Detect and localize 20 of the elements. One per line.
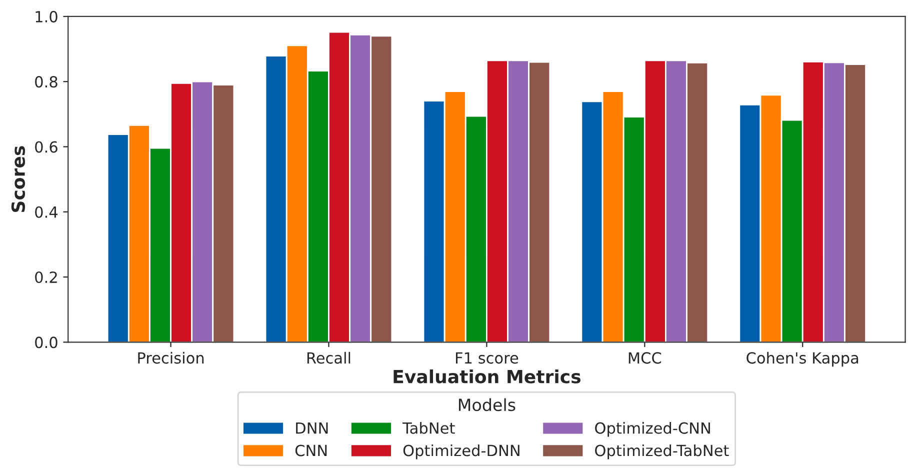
y-tick-label: 0.2 [35, 271, 57, 284]
x-axis-title: Evaluation Metrics [394, 369, 580, 384]
y-tick-label: 0.6 [35, 141, 58, 153]
legend-title: Models [458, 398, 516, 412]
y-axis-title: Scores [11, 146, 26, 212]
x-tick-label: Cohen's Kappa [746, 352, 858, 367]
y-tick-label: 0.8 [35, 76, 58, 88]
legend-label: Optimized-DNN [403, 444, 520, 460]
x-tick-label: MCC [628, 352, 662, 364]
legend-label: TabNet [402, 422, 455, 434]
legend-label: CNN [295, 444, 327, 456]
x-tick-label: F1 score [456, 352, 518, 364]
y-tick-label: 1.0 [36, 10, 58, 22]
x-tick-label: Precision [138, 352, 204, 364]
legend-label: Optimized-TabNet [595, 444, 729, 460]
y-tick-label: 0.0 [35, 336, 58, 348]
legend-label: DNN [296, 422, 328, 434]
legend-label: Optimized-CNN [595, 422, 710, 437]
y-tick-label: 0.4 [35, 206, 58, 218]
x-tick-label: Recall [307, 352, 350, 364]
